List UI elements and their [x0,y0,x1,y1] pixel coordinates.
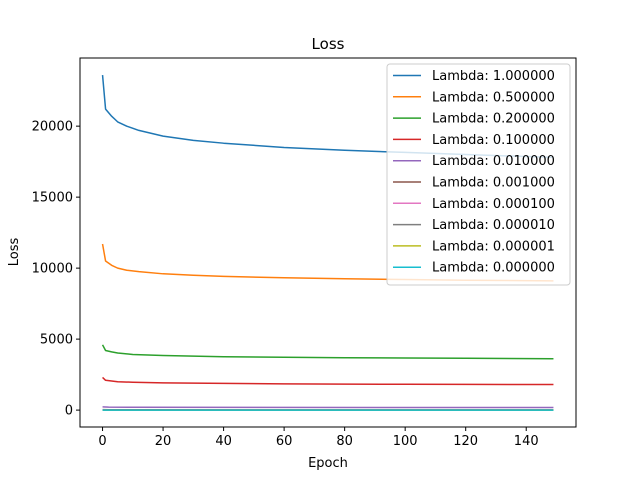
x-tick-label: 140 [514,434,539,449]
x-tick-label: 100 [393,434,418,449]
legend-entry-label: Lambda: 1.000000 [432,69,555,84]
legend-entry-label: Lambda: 0.001000 [432,176,555,191]
chart-title: Loss [312,35,345,53]
axes-frame [79,57,577,428]
x-tick-label: 20 [155,434,172,449]
legend-entry-label: Lambda: 0.000000 [432,261,555,276]
x-tick-label: 120 [453,434,478,449]
legend-box [386,63,571,286]
y-tick-label: 0 [65,404,73,419]
y-tick-label: 10000 [32,262,73,277]
series-line-2 [101,344,554,360]
legend-entry-label: Lambda: 0.100000 [432,133,555,148]
legend-entry-label: Lambda: 0.000001 [432,239,555,254]
y-axis-ticks: 0 5000 10000 15000 20000 [32,120,80,419]
x-axis-ticks: 0 20 40 60 80 100 120 140 [98,427,539,449]
y-tick-label: 20000 [32,120,73,135]
series-line-4 [102,406,554,409]
x-axis-label: Epoch [308,456,348,471]
legend-entry-label: Lambda: 0.000010 [432,218,555,233]
legend-entry-label: Lambda: 0.200000 [432,112,555,127]
x-tick-label: 80 [336,434,353,449]
x-tick-label: 60 [276,434,293,449]
y-tick-label: 5000 [40,333,73,348]
y-tick-label: 15000 [32,191,73,206]
legend: Lambda: 1.000000 Lambda: 0.500000 Lambda: … [386,63,571,286]
series-line-3 [102,376,554,386]
legend-entry-label: Lambda: 0.500000 [432,90,555,105]
legend-entry-label: Lambda: 0.010000 [432,154,555,169]
y-axis-label: Loss [7,238,22,267]
x-tick-label: 0 [98,434,106,449]
x-tick-label: 40 [215,434,232,449]
legend-entry-label: Lambda: 0.000100 [432,197,555,212]
